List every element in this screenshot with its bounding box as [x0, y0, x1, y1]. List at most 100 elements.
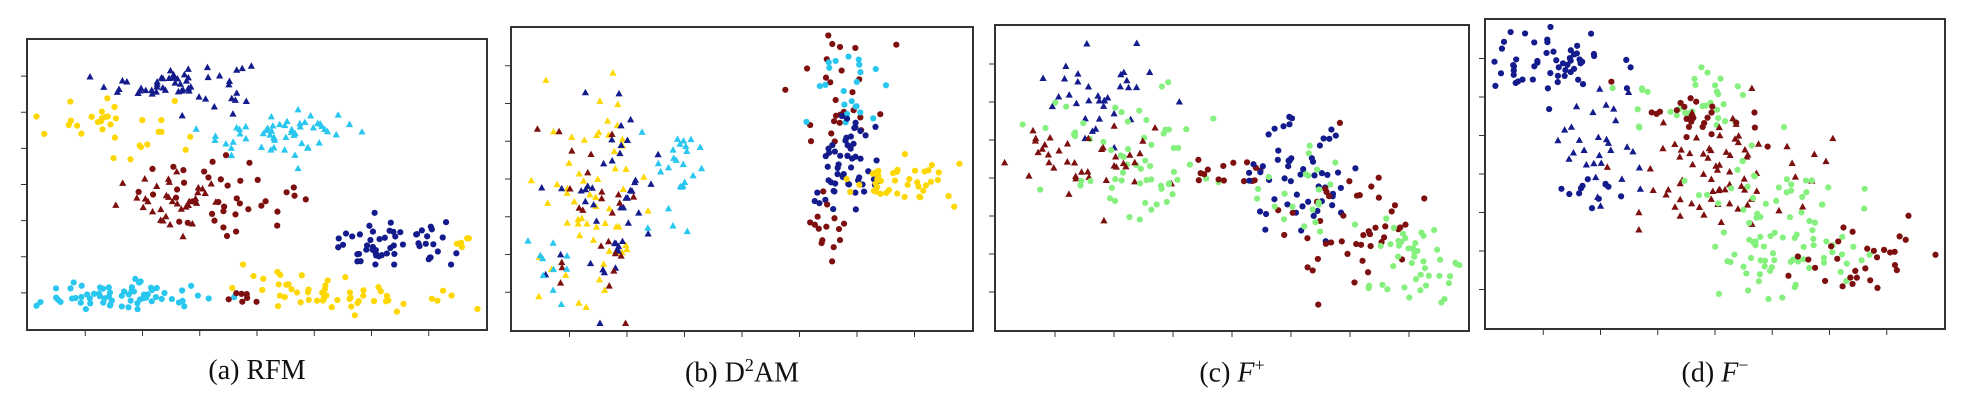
data-point-triangle [616, 149, 624, 157]
data-point-triangle [269, 122, 277, 129]
data-point-triangle [1594, 133, 1602, 141]
data-point-circle [188, 282, 195, 289]
data-point-circle [922, 182, 930, 189]
data-point-circle [1352, 165, 1359, 172]
data-point-triangle [334, 111, 342, 118]
data-point-triangle [598, 188, 606, 195]
data-point-triangle [222, 140, 230, 147]
data-point-circle [1713, 88, 1720, 95]
data-point-circle [1734, 83, 1741, 90]
data-point-circle [1174, 176, 1181, 183]
data-point-circle [1118, 177, 1125, 184]
data-point-circle [1786, 214, 1794, 221]
data-point-circle [823, 223, 830, 230]
data-point-circle [1220, 162, 1227, 170]
data-point-circle [149, 165, 156, 172]
data-point-circle [893, 41, 900, 48]
data-point-circle [1683, 134, 1690, 141]
data-point-triangle [358, 128, 366, 135]
data-point-triangle [1572, 102, 1581, 110]
data-point-triangle [1810, 150, 1818, 158]
data-point-triangle [1095, 115, 1104, 122]
data-point-circle [413, 231, 420, 238]
data-point-triangle [1716, 131, 1724, 139]
data-point-circle [1287, 178, 1294, 185]
data-point-circle [1544, 85, 1551, 92]
data-point-circle [1157, 182, 1165, 189]
data-point-triangle [1692, 133, 1701, 141]
data-point-circle [1280, 216, 1288, 223]
data-point-triangle [608, 156, 616, 164]
data-point-triangle [621, 319, 630, 326]
caption-f-plus: (c) F+ [994, 355, 1470, 389]
data-point-circle [1309, 206, 1316, 213]
data-point-circle [1153, 201, 1160, 208]
data-point-circle [1327, 181, 1334, 188]
data-point-circle [1547, 23, 1554, 31]
data-point-triangle [570, 197, 578, 205]
data-point-circle [1353, 192, 1361, 199]
data-point-circle [870, 115, 877, 122]
data-point-circle [1932, 251, 1939, 258]
data-point-circle [161, 289, 168, 297]
data-point-triangle [229, 110, 237, 117]
data-point-triangle [210, 103, 218, 110]
data-point-triangle [1707, 195, 1715, 202]
data-point-circle [297, 299, 304, 306]
data-point-triangle [1602, 101, 1610, 108]
data-point-circle [1175, 144, 1182, 151]
data-point-triangle [592, 193, 600, 200]
data-point-triangle [1094, 92, 1102, 99]
data-point-circle [346, 289, 354, 296]
data-point-circle [1648, 109, 1655, 116]
data-point-triangle [629, 193, 638, 200]
data-point-circle [136, 296, 144, 303]
data-point-triangle [268, 127, 276, 134]
data-point-circle [1794, 253, 1802, 260]
data-point-triangle [161, 86, 169, 93]
data-point-triangle [1567, 123, 1576, 130]
data-point-circle [1436, 256, 1444, 263]
data-point-triangle [1676, 195, 1684, 203]
data-point-triangle [288, 125, 296, 133]
data-point-circle [237, 177, 244, 184]
data-point-circle [144, 141, 151, 148]
data-point-circle [1896, 233, 1903, 240]
scatter-plot-f-minus [1479, 18, 1946, 335]
data-point-circle [1554, 78, 1561, 86]
data-point-circle [383, 250, 390, 257]
data-point-circle [1243, 159, 1251, 166]
data-point-circle [363, 246, 370, 253]
data-point-circle [824, 201, 831, 208]
data-point-triangle [1175, 98, 1183, 105]
data-point-circle [847, 133, 855, 140]
data-point-circle [1852, 267, 1859, 275]
data-point-triangle [601, 219, 609, 226]
data-point-circle [1749, 195, 1757, 202]
data-point-circle [111, 134, 118, 141]
data-point-triangle [191, 194, 200, 202]
data-point-circle [1803, 189, 1810, 196]
data-point-circle [1436, 272, 1443, 279]
data-point-triangle [1791, 173, 1799, 180]
data-point-circle [434, 248, 441, 255]
data-point-circle [873, 157, 880, 164]
data-point-circle [90, 290, 98, 297]
data-point-circle [1566, 190, 1573, 198]
data-point-circle [1421, 265, 1429, 272]
caption-text: AM [753, 357, 799, 389]
data-point-triangle [152, 88, 160, 95]
data-point-triangle [270, 143, 278, 151]
data-point-triangle [1595, 151, 1603, 159]
data-point-circle [956, 160, 963, 167]
data-point-circle [1080, 120, 1087, 127]
data-point-triangle [1689, 160, 1697, 168]
data-point-triangle [1131, 177, 1139, 185]
data-point-circle [835, 225, 843, 233]
data-point-circle [1288, 115, 1296, 122]
data-point-circle [1554, 72, 1561, 79]
data-point-triangle [1044, 151, 1052, 158]
data-point-circle [428, 295, 436, 302]
data-point-circle [1240, 178, 1248, 185]
data-point-circle [1306, 142, 1313, 149]
